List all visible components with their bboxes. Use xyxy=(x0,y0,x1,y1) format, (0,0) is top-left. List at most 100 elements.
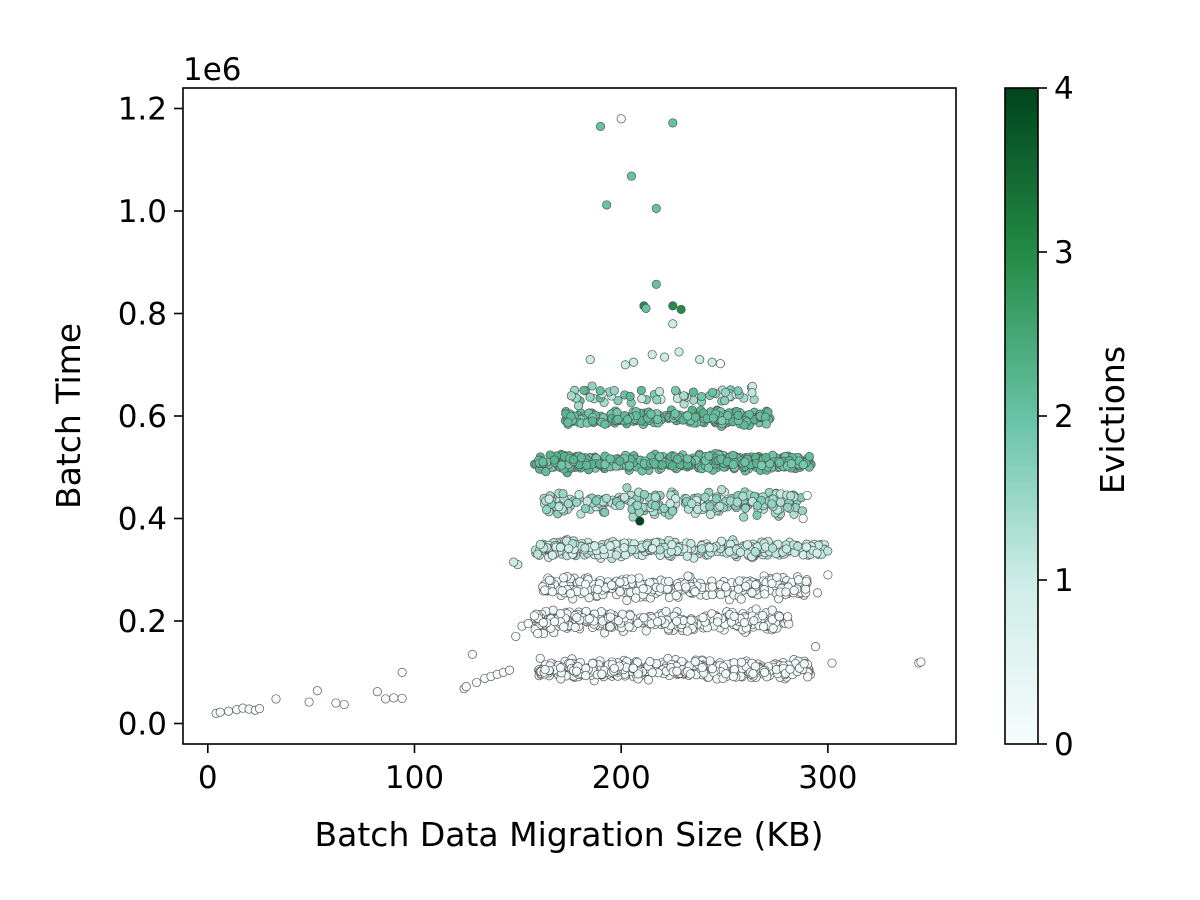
scatter-point xyxy=(271,694,281,704)
scatter-point xyxy=(646,409,656,419)
scatter-point xyxy=(660,352,670,362)
y-tick-label: 0.8 xyxy=(118,297,167,333)
scatter-point xyxy=(339,699,349,710)
scatter-point xyxy=(312,686,322,696)
x-axis-label: Batch Data Migration Size (KB) xyxy=(315,815,824,854)
scatter-point xyxy=(637,394,647,404)
scatter-point xyxy=(729,611,739,621)
scatter-point xyxy=(802,490,812,500)
scatter-point xyxy=(708,387,718,397)
colorbar-ticks: 0 1 2 3 4 xyxy=(1038,71,1074,763)
scatter-point xyxy=(801,576,811,586)
scatter-point xyxy=(768,543,778,553)
scatter-point xyxy=(721,669,731,679)
scatter-point xyxy=(597,669,607,679)
scatter-point xyxy=(707,582,717,592)
scatter-point xyxy=(645,657,655,667)
scatter-point xyxy=(786,459,796,469)
scatter-point xyxy=(720,396,730,406)
x-tick-label: 0 xyxy=(198,760,218,796)
scatter-point xyxy=(708,413,718,423)
scatter-point xyxy=(304,697,314,707)
scatter-point xyxy=(690,657,700,667)
scatter-point xyxy=(541,467,551,477)
scatter-point xyxy=(389,693,399,703)
scatter-point xyxy=(668,319,678,329)
scatter-point xyxy=(639,489,649,499)
scatter-point xyxy=(733,386,743,396)
scatter-point xyxy=(721,582,731,592)
y-tick-label: 1.0 xyxy=(118,194,167,230)
scatter-point xyxy=(695,355,705,365)
scatter-point xyxy=(571,666,582,676)
scatter-point xyxy=(605,612,615,622)
x-tick-label: 300 xyxy=(798,760,857,796)
scatter-point xyxy=(698,613,708,623)
scatter-point xyxy=(801,584,811,594)
data-points xyxy=(211,114,926,718)
scatter-point xyxy=(686,615,696,625)
scatter-point xyxy=(585,392,595,402)
scatter-point xyxy=(690,587,700,597)
scatter-point xyxy=(331,698,341,708)
scatter-point xyxy=(803,672,813,682)
scatter-point xyxy=(739,618,749,628)
scatter-point xyxy=(707,590,717,600)
scatter-point xyxy=(615,577,625,587)
scatter-point xyxy=(676,304,686,314)
scatter-point xyxy=(728,459,738,470)
scatter-point xyxy=(733,410,743,420)
scatter-point xyxy=(223,706,234,716)
scatter-point xyxy=(559,573,569,583)
scatter-point xyxy=(605,622,615,632)
scatter-point xyxy=(667,461,678,471)
scatter-point xyxy=(523,619,533,629)
scatter-point xyxy=(615,587,625,597)
scatter-point xyxy=(655,545,665,555)
scatter-point xyxy=(736,657,747,667)
scatter-point xyxy=(651,279,661,289)
scatter-point xyxy=(747,388,757,398)
scatter-point xyxy=(661,606,671,617)
scatter-point xyxy=(544,494,554,504)
scatter-point xyxy=(611,550,621,560)
scatter-point xyxy=(700,492,710,502)
scatter-point xyxy=(591,496,601,506)
scatter-point xyxy=(667,506,678,516)
colorbar-tick-label: 0 xyxy=(1054,727,1074,763)
colorbar-tick-label: 3 xyxy=(1054,235,1074,271)
scatter-point xyxy=(590,541,600,551)
colorbar-tick-label: 2 xyxy=(1054,399,1074,435)
scatter-point xyxy=(634,573,644,583)
scatter-point xyxy=(540,585,550,595)
scatter-point xyxy=(760,589,770,599)
scatter-point xyxy=(595,386,605,396)
scatter-point xyxy=(467,649,477,659)
scatter-point xyxy=(579,587,589,597)
scatter-point xyxy=(593,584,603,594)
scatter-point xyxy=(629,357,639,367)
scatter-point xyxy=(672,666,682,676)
scatter-point xyxy=(563,499,573,509)
y-axis-ticks: 0.0 0.2 0.4 0.6 0.8 1.0 1.2 xyxy=(118,92,183,743)
scatter-point xyxy=(613,396,623,406)
scatter-point xyxy=(397,667,407,677)
x-tick-label: 100 xyxy=(385,760,444,796)
scatter-point xyxy=(568,455,578,465)
scatter-point xyxy=(647,544,658,554)
scatter-point xyxy=(757,460,767,470)
scatter-point xyxy=(605,541,615,551)
scatter-point xyxy=(697,663,707,673)
scatter-point xyxy=(557,586,567,596)
scatter-point xyxy=(715,359,725,369)
scatter-point xyxy=(580,543,590,553)
scatter-point xyxy=(625,610,635,620)
scatter-point xyxy=(587,416,598,426)
scatter-point xyxy=(572,497,582,507)
scatter-point xyxy=(535,539,545,550)
scatter-point xyxy=(720,387,730,398)
scatter-point xyxy=(668,118,678,128)
scatter-point xyxy=(533,628,543,638)
x-axis-ticks: 0 100 200 300 xyxy=(198,744,857,796)
scatter-point xyxy=(672,616,682,626)
